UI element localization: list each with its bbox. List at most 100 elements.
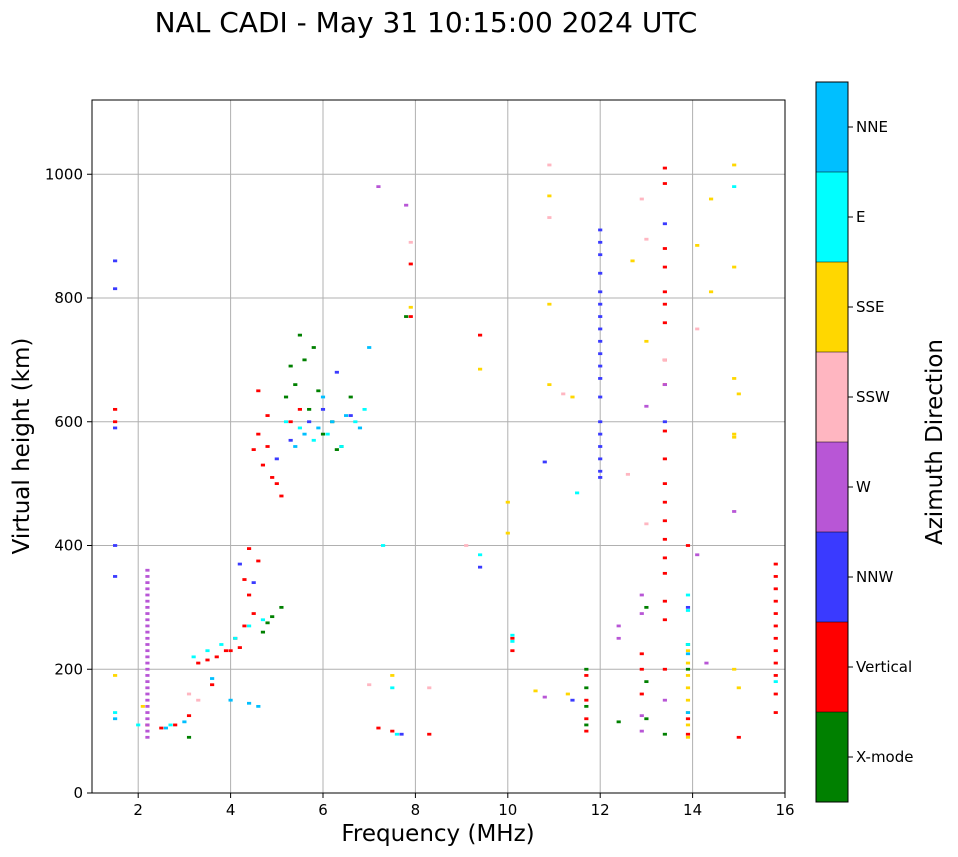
data-point-ssw xyxy=(367,683,372,687)
data-point-w xyxy=(639,612,644,615)
data-point-x-mode xyxy=(662,732,667,736)
colorbar-tick-label: SSW xyxy=(856,388,890,406)
data-point-vertical xyxy=(210,683,215,687)
data-point-nne xyxy=(210,677,215,680)
data-point-e xyxy=(297,426,302,430)
colorbar-frame xyxy=(815,81,849,803)
data-point-e xyxy=(478,553,483,557)
data-point-x-mode xyxy=(270,615,275,619)
data-point-vertical xyxy=(390,729,395,733)
data-point-sse xyxy=(709,290,714,294)
data-point-w xyxy=(145,717,150,721)
data-point-w xyxy=(145,612,150,615)
data-point-e xyxy=(260,618,266,622)
data-point-sse xyxy=(709,197,714,201)
data-point-vertical xyxy=(662,457,667,461)
data-point-nne xyxy=(302,432,307,436)
data-point-nnw xyxy=(598,432,603,436)
data-point-e xyxy=(390,686,395,690)
data-point-nnw xyxy=(598,339,603,343)
colorbar-segment xyxy=(816,442,848,532)
data-point-e xyxy=(339,445,344,448)
data-point-e xyxy=(168,723,173,727)
data-point-w xyxy=(616,636,621,640)
chart-title: NAL CADI - May 31 10:15:00 2024 UTC xyxy=(155,6,698,39)
data-point-vertical xyxy=(662,482,667,486)
y-tick-label: 800 xyxy=(54,289,83,307)
data-point-sse xyxy=(547,194,552,198)
data-point-x-mode xyxy=(283,395,289,399)
data-point-sse xyxy=(390,674,395,677)
data-point-vertical xyxy=(265,414,270,417)
data-point-nne xyxy=(228,698,233,702)
data-point-vertical xyxy=(242,624,247,628)
data-point-x-mode xyxy=(644,605,649,609)
colorbar-segment xyxy=(816,712,848,802)
data-point-vertical xyxy=(773,587,778,591)
data-point-vertical xyxy=(242,578,247,581)
data-point-nnw xyxy=(598,271,603,275)
data-point-e xyxy=(353,420,358,424)
data-point-nne xyxy=(163,726,168,730)
data-point-vertical xyxy=(260,463,266,467)
data-point-nnw xyxy=(598,228,603,232)
x-axis-label: Frequency (MHz) xyxy=(341,821,534,847)
data-point-nnw xyxy=(307,420,312,424)
data-point-nnw xyxy=(598,240,603,244)
data-point-vertical xyxy=(279,494,284,498)
data-point-w xyxy=(145,568,150,572)
data-point-w xyxy=(145,692,150,696)
data-point-w xyxy=(542,695,547,699)
data-point-vertical xyxy=(584,729,589,733)
data-point-nnw xyxy=(113,544,118,547)
data-point-nne xyxy=(113,717,118,721)
data-point-x-mode xyxy=(685,667,691,671)
data-point-nne xyxy=(316,426,321,430)
data-point-sse xyxy=(505,500,510,504)
x-axis-ticks: 2 4 6 8 10 12 14 16 xyxy=(133,793,795,819)
data-point-x-mode xyxy=(320,432,326,436)
data-point-nnw xyxy=(113,575,118,578)
data-point-vertical xyxy=(662,519,667,523)
x-tick-label: 2 xyxy=(133,801,143,819)
data-point-x-mode xyxy=(584,704,589,708)
colorbar-tick-label: NNW xyxy=(856,568,893,586)
colorbar-tick-label: Vertical xyxy=(856,658,912,676)
data-point-nne xyxy=(367,346,372,349)
data-point-w xyxy=(732,510,737,513)
data-point-nnw xyxy=(237,562,242,566)
data-point-ssw xyxy=(662,358,667,362)
data-point-sse xyxy=(140,704,145,708)
data-point-x-mode xyxy=(307,407,312,411)
colorbar-segment xyxy=(816,262,848,352)
data-point-sse xyxy=(732,377,737,380)
data-point-e xyxy=(510,633,515,637)
data-point-ssw xyxy=(561,392,566,396)
data-point-nnw xyxy=(113,259,118,263)
data-point-sse xyxy=(547,302,552,306)
data-point-x-mode xyxy=(644,717,649,721)
y-axis-label: Virtual height (km) xyxy=(9,338,35,555)
data-point-nnw xyxy=(598,253,603,257)
data-point-vertical xyxy=(223,649,229,653)
data-point-w xyxy=(644,404,649,408)
data-point-vertical xyxy=(247,547,252,550)
data-point-vertical xyxy=(584,674,589,677)
data-point-vertical xyxy=(662,247,667,250)
data-point-vertical xyxy=(639,652,644,656)
data-point-vertical xyxy=(478,333,483,337)
data-point-ssw xyxy=(464,544,469,547)
data-point-x-mode xyxy=(316,389,321,393)
data-point-vertical xyxy=(685,732,691,736)
data-point-vertical xyxy=(773,649,778,653)
data-point-nne xyxy=(182,720,187,724)
colorbar-segment xyxy=(816,172,848,262)
data-point-ssw xyxy=(547,163,552,167)
data-point-vertical xyxy=(251,448,256,451)
data-point-w xyxy=(145,618,150,622)
data-points xyxy=(113,163,778,739)
colorbar-segment xyxy=(816,352,848,442)
data-point-vertical xyxy=(662,290,667,294)
data-point-sse xyxy=(736,392,741,396)
